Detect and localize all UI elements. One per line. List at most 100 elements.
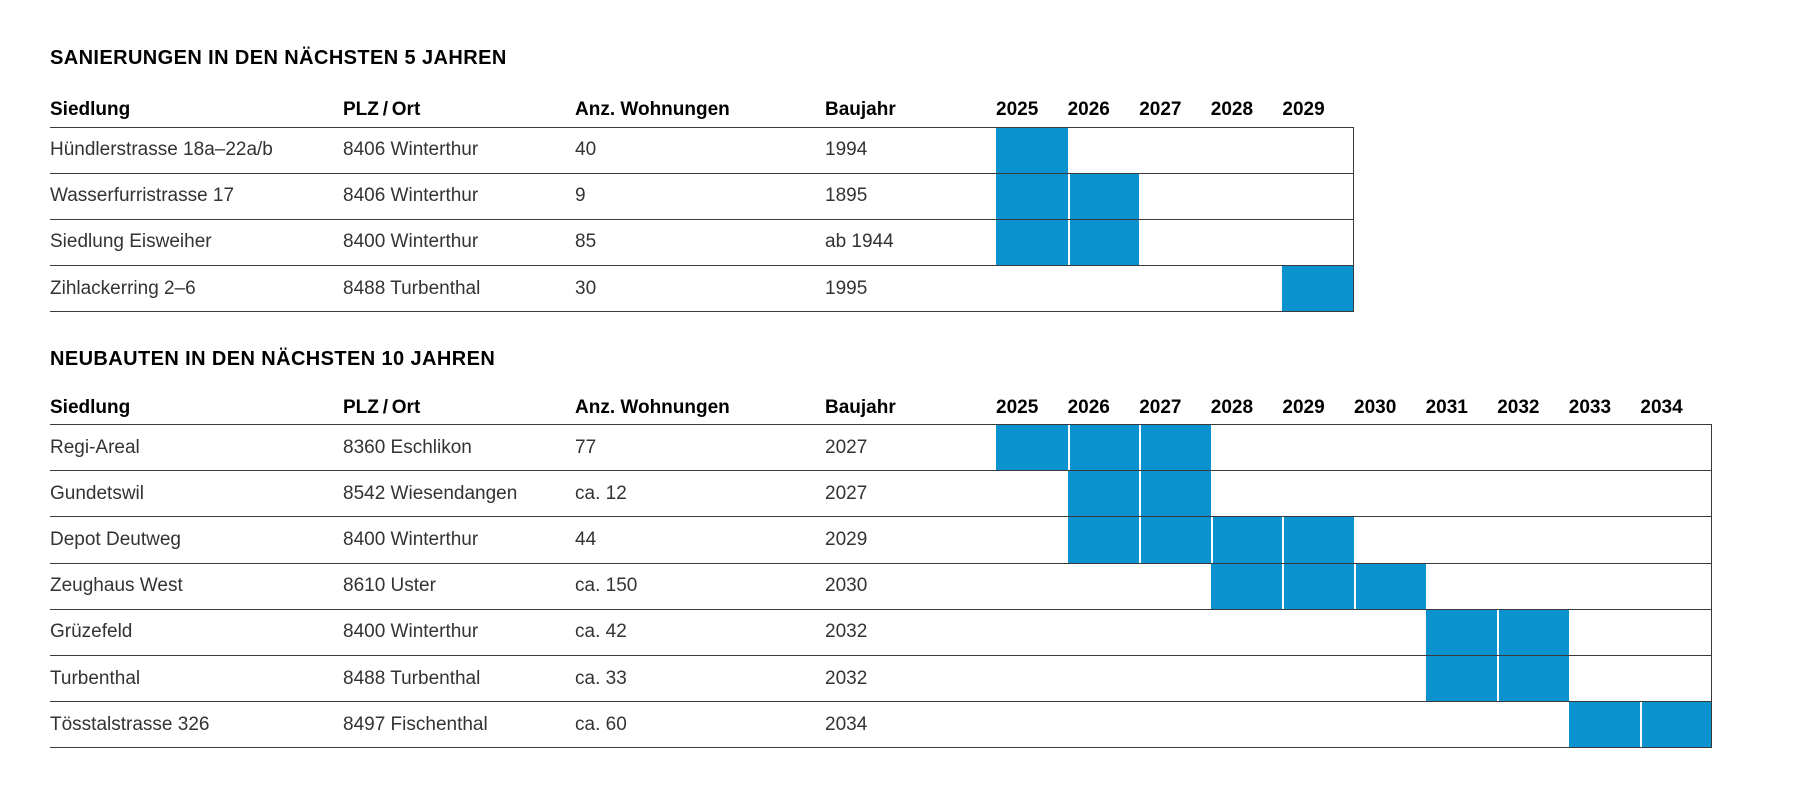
cell-plz-ort: 8497 Fischenthal: [343, 713, 488, 735]
cell-plz-ort: 8400 Winterthur: [343, 621, 479, 643]
cell-anz-wohnungen: ca. 42: [575, 621, 627, 643]
col-header-baujahr: Baujahr: [825, 99, 896, 120]
section-title: NEUBAUTEN IN DEN NÄCHSTEN 10 JAHREN: [50, 348, 496, 370]
year-header: 2028: [1210, 99, 1254, 120]
cell-plz-ort: 8406 Winterthur: [343, 185, 479, 207]
gantt-bar-segment: [1139, 517, 1211, 563]
cell-baujahr: 2034: [825, 713, 868, 735]
gantt-bar-segment: [996, 425, 1068, 471]
year-header: 2029: [1282, 397, 1325, 418]
table-row: Depot Deutweg 8400 Winterthur 44 2029: [50, 516, 1712, 563]
cell-siedlung: Gundetswil: [50, 482, 144, 504]
cell-plz-ort: 8542 Wiesendangen: [343, 482, 518, 504]
table-row: Zeughaus West 8610 Uster ca. 150 2030: [50, 562, 1712, 609]
cell-plz-ort: 8400 Winterthur: [343, 231, 479, 253]
gantt-bar-segment: [1282, 563, 1354, 609]
gantt-bar-segment: [1354, 563, 1426, 609]
cell-anz-wohnungen: 40: [575, 139, 597, 161]
year-header: 2030: [1354, 397, 1397, 418]
cell-siedlung: Regi-Areal: [50, 436, 140, 458]
col-header-siedlung: Siedlung: [50, 99, 131, 120]
cell-baujahr: ab 1944: [825, 231, 894, 253]
gantt-bar-segment: [1067, 471, 1140, 517]
cell-anz-wohnungen: 44: [575, 528, 597, 550]
cell-siedlung: Siedlung Eisweiher: [50, 231, 212, 253]
table-row: Regi-Areal 8360 Eschlikon 77 2027: [50, 424, 1712, 471]
gantt-bar-segment: [1067, 219, 1140, 266]
gantt-bar-segment: [996, 219, 1068, 266]
gantt-bar-segment: [1067, 517, 1140, 563]
cell-baujahr: 1895: [825, 185, 868, 207]
gantt-bar-segment: [1497, 609, 1569, 655]
year-header: 2027: [1139, 397, 1182, 418]
table-row: Gundetswil 8542 Wiesendangen ca. 12 2027: [50, 470, 1712, 517]
cell-plz-ort: 8406 Winterthur: [343, 139, 479, 161]
cell-siedlung: Depot Deutweg: [50, 528, 181, 550]
year-header: 2029: [1282, 99, 1325, 120]
cell-anz-wohnungen: ca. 33: [575, 667, 627, 689]
cell-plz-ort: 8400 Winterthur: [343, 528, 479, 550]
col-header-anz-wohnungen: Anz. Wohnungen: [575, 397, 730, 418]
col-header-plz-ort: PLZ / Ort: [343, 397, 421, 418]
col-header-siedlung: Siedlung: [50, 397, 131, 418]
cell-baujahr: 2032: [825, 667, 868, 689]
cell-siedlung: Zeughaus West: [50, 575, 183, 597]
cell-plz-ort: 8488 Turbenthal: [343, 277, 481, 299]
cell-baujahr: 2029: [825, 528, 868, 550]
header-row: Siedlung PLZ / Ort Anz. Wohnungen Baujah…: [50, 395, 1712, 419]
cell-baujahr: 2027: [825, 482, 868, 504]
gantt-bar-segment: [1282, 266, 1354, 312]
year-header: 2033: [1568, 397, 1612, 418]
cell-siedlung: Zihlackerring 2–6: [50, 277, 196, 299]
gantt-bar-segment: [996, 173, 1068, 219]
cell-anz-wohnungen: ca. 60: [575, 713, 627, 735]
col-header-anz-wohnungen: Anz. Wohnungen: [575, 99, 730, 120]
gantt-bar-segment: [1425, 609, 1498, 655]
gantt-bar-segment: [1425, 655, 1498, 702]
cell-siedlung: Hündlerstrasse 18a–22a/b: [50, 139, 273, 161]
col-header-baujahr: Baujahr: [825, 397, 896, 418]
gantt-bar-segment: [1139, 471, 1211, 517]
gantt-bar-segment: [1210, 563, 1283, 609]
gantt-bar-segment: [996, 127, 1068, 173]
table-row: Zihlackerring 2–6 8488 Turbenthal 30 199…: [50, 265, 1354, 312]
table-row: Grüzefeld 8400 Winterthur ca. 42 2032: [50, 608, 1712, 655]
cell-plz-ort: 8488 Turbenthal: [343, 667, 481, 689]
cell-anz-wohnungen: 77: [575, 436, 597, 458]
cell-anz-wohnungen: ca. 150: [575, 575, 638, 597]
year-header: 2028: [1210, 397, 1254, 418]
col-header-plz-ort: PLZ / Ort: [343, 99, 421, 120]
cell-anz-wohnungen: 9: [575, 185, 586, 207]
table-row: Siedlung Eisweiher 8400 Winterthur 85 ab…: [50, 218, 1354, 266]
cell-siedlung: Tösstalstrasse 326: [50, 713, 210, 735]
year-header: 2026: [1067, 99, 1110, 120]
gantt-bar-segment: [1640, 702, 1712, 748]
section-title: SANIERUNGEN IN DEN NÄCHSTEN 5 JAHREN: [50, 47, 507, 69]
gantt-bar-segment: [1568, 702, 1641, 748]
gantt-bar-segment: [1497, 655, 1569, 702]
table-row: Hündlerstrasse 18a–22a/b 8406 Winterthur…: [50, 126, 1354, 173]
cell-baujahr: 1995: [825, 277, 868, 299]
table-row: Turbenthal 8488 Turbenthal ca. 33 2032: [50, 654, 1712, 702]
gantt-bar-segment: [1067, 173, 1140, 219]
gantt-bar-segment: [1139, 425, 1211, 471]
year-header: 2031: [1425, 397, 1468, 418]
cell-siedlung: Grüzefeld: [50, 621, 133, 643]
cell-baujahr: 1994: [825, 139, 868, 161]
cell-anz-wohnungen: 85: [575, 231, 597, 253]
table-row: Wasserfurristrasse 17 8406 Winterthur 9 …: [50, 172, 1354, 219]
cell-siedlung: Turbenthal: [50, 667, 141, 689]
cell-plz-ort: 8360 Eschlikon: [343, 436, 472, 458]
cell-baujahr: 2030: [825, 575, 868, 597]
year-header: 2034: [1640, 397, 1683, 418]
cell-siedlung: Wasserfurristrasse 17: [50, 185, 235, 207]
year-header: 2026: [1067, 397, 1110, 418]
cell-anz-wohnungen: 30: [575, 277, 597, 299]
cell-anz-wohnungen: ca. 12: [575, 482, 627, 504]
gantt-bar-segment: [1210, 517, 1283, 563]
table-body: Regi-Areal 8360 Eschlikon 77 2027 Gundet…: [50, 424, 1712, 749]
gantt-bar-segment: [1067, 425, 1140, 471]
gantt-bar-segment: [1282, 517, 1354, 563]
table-body: Hündlerstrasse 18a–22a/b 8406 Winterthur…: [50, 126, 1354, 313]
